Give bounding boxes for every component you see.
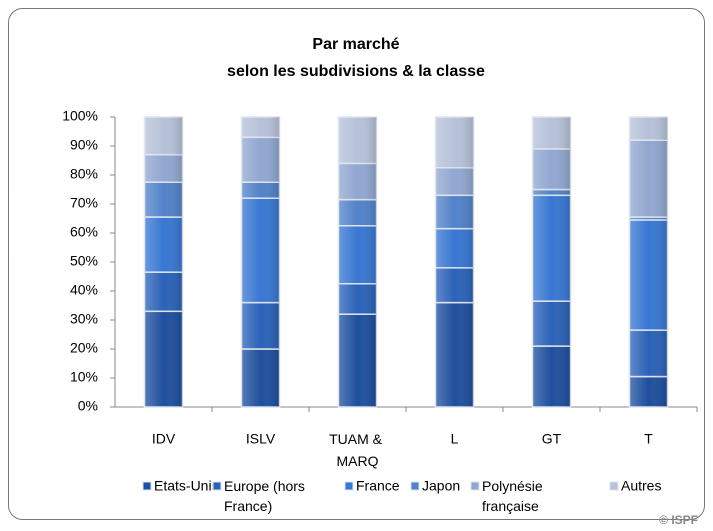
chart-subtitle: selon les subdivisions & la classe <box>227 63 485 80</box>
bar-shine <box>144 217 183 273</box>
x-tick-label: IDV <box>152 431 176 447</box>
bar-shine <box>241 349 280 407</box>
bar-shine <box>338 283 377 315</box>
bar-shine <box>629 140 668 218</box>
x-tick-label: TUAM & MARQ <box>329 431 386 469</box>
x-tick-label: L <box>451 431 459 447</box>
source: © ISPF <box>659 513 698 527</box>
y-tick-label: 90% <box>70 137 98 153</box>
y-tick-label: 20% <box>70 340 98 356</box>
text-line: française <box>482 498 539 514</box>
x-tick-label: T <box>644 431 653 447</box>
bar-shine <box>435 167 474 196</box>
legend-label: Autres <box>621 478 661 494</box>
text-line: Europe (hors <box>224 478 309 494</box>
bar-shine <box>629 219 668 331</box>
bar-shine <box>532 148 571 190</box>
bar-shine <box>241 302 280 349</box>
bar-shine <box>144 182 183 218</box>
text-line: Polynésie <box>482 478 547 494</box>
x-tick-label: GT <box>542 431 562 447</box>
bar-shine <box>532 117 571 149</box>
legend-swatch <box>344 481 354 491</box>
bar-shine <box>629 376 668 407</box>
legend-label: Japon <box>422 478 460 494</box>
bar-shine <box>144 272 183 312</box>
bar-shine <box>435 302 474 407</box>
legend-label: Europe (hors France) <box>224 478 309 514</box>
bar-shine <box>144 154 183 183</box>
y-tick-label: 60% <box>70 224 98 240</box>
x-tick-label: ISLV <box>246 431 276 447</box>
bar-shine <box>532 189 571 196</box>
y-tick-label: 80% <box>70 166 98 182</box>
bar-shine <box>338 314 377 407</box>
bar-shine <box>241 117 280 138</box>
legend-swatch <box>142 481 152 491</box>
bar-shine <box>532 301 571 347</box>
bar-shine <box>241 137 280 183</box>
chart-title: Par marché <box>312 36 399 53</box>
legend-label: France <box>356 478 400 494</box>
y-tick-label: 70% <box>70 195 98 211</box>
bar-shine <box>435 195 474 229</box>
y-tick-label: 30% <box>70 311 98 327</box>
bar-shine <box>241 198 280 303</box>
legend-swatch <box>410 481 420 491</box>
text-line: MARQ <box>337 453 379 469</box>
bar-shine <box>532 195 571 302</box>
bar-shine <box>338 163 377 200</box>
bar-shine <box>144 311 183 407</box>
legend-label: Polynésie française <box>482 478 547 514</box>
legend-swatch <box>212 481 222 491</box>
bar-shine <box>338 225 377 284</box>
y-tick-label: 100% <box>62 108 98 124</box>
text-line: TUAM & <box>329 431 386 447</box>
y-tick-label: 50% <box>70 253 98 269</box>
bar-shine <box>435 228 474 268</box>
bar-shine <box>338 117 377 164</box>
bar-shine <box>435 117 474 168</box>
bar-shine <box>629 117 668 141</box>
text-line: France) <box>224 498 272 514</box>
bar-shine <box>241 182 280 199</box>
legend-label: Etats-Unis <box>154 478 219 494</box>
y-tick-label: 40% <box>70 282 98 298</box>
bar-shine <box>144 117 183 155</box>
legend-swatch <box>609 481 619 491</box>
bar-shine <box>338 199 377 226</box>
bar-shine <box>532 346 571 407</box>
legend-swatch <box>470 481 480 491</box>
bar-shine <box>629 217 668 220</box>
bar-shine <box>629 330 668 377</box>
bar-shine <box>435 267 474 303</box>
y-tick-label: 10% <box>70 369 98 385</box>
y-tick-label: 0% <box>78 398 98 414</box>
